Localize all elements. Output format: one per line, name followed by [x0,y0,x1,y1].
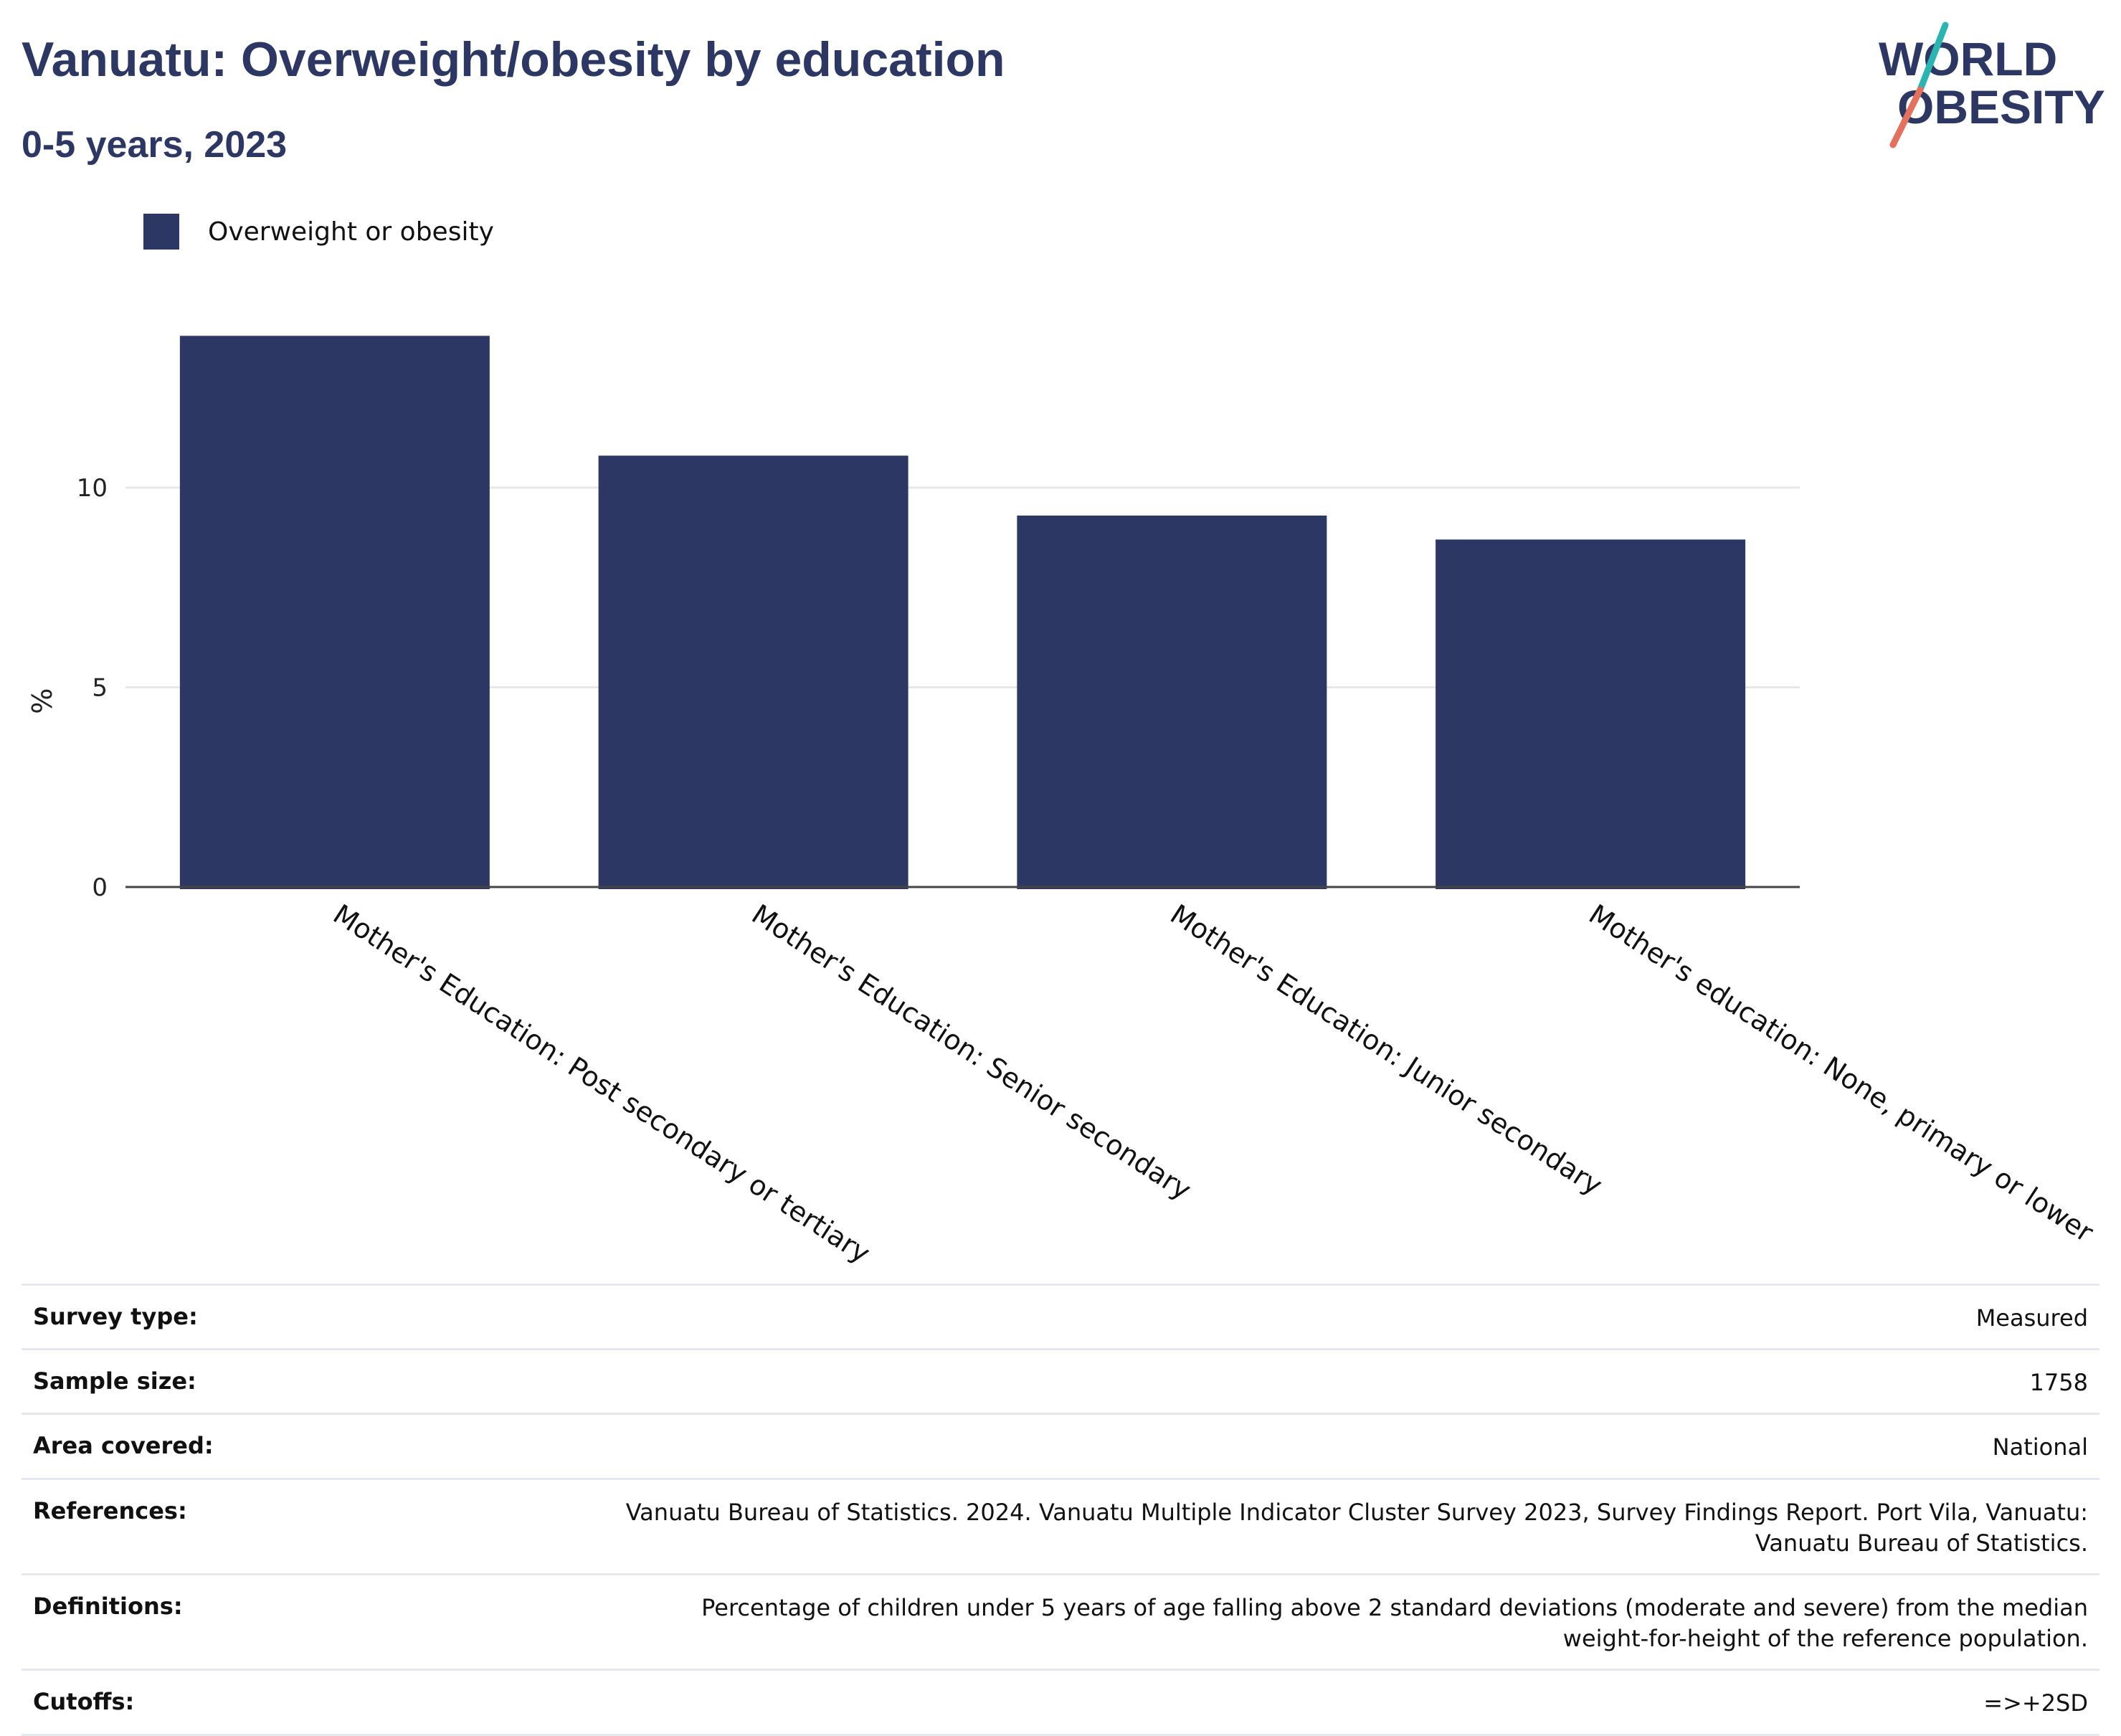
metadata-table: Survey type: Measured Sample size: 1758 Area… [22,1284,2099,1736]
meta-value: =>+2SD [1983,1689,2088,1717]
meta-label: References: [33,1497,187,1524]
meta-row: Area covered: National [22,1413,2099,1477]
meta-value: National [1992,1433,2088,1461]
y-tick-label: 10 [77,474,108,503]
meta-label: Survey type: [33,1303,198,1330]
logo-slash-teal [1917,22,1949,93]
legend-swatch [143,214,179,250]
logo-line1: WORLD [1879,32,2057,85]
chart-subtitle: 0-5 years, 2023 [22,124,288,166]
legend-label: Overweight or obesity [208,217,494,247]
legend[interactable]: Overweight or obesity [143,214,494,250]
meta-row: Definitions: Percentage of children under… [22,1573,2099,1669]
meta-row: Survey type: Measured [22,1284,2099,1348]
y-tick-label: 5 [92,674,108,703]
bar [1436,539,1746,889]
bar [1017,515,1327,889]
y-axis-label: % [27,688,58,714]
logo-line2: OBESITY [1897,80,2105,133]
meta-value: Measured [1975,1304,2088,1332]
meta-value: Vanuatu Bureau of Statistics. 2024. Vanu… [625,1498,2088,1557]
meta-row: References: Vanuatu Bureau of Statistics.… [22,1477,2099,1573]
bar [179,336,490,890]
chart-title: Vanuatu: Overweight/obesity by education [22,32,1005,87]
meta-value: Percentage of children under 5 years of … [701,1593,2088,1653]
x-tick-label: Mother's Education: Senior secondary [746,898,1197,1206]
bar [598,455,908,889]
meta-label: Cutoffs: [33,1688,135,1716]
meta-row: Sample size: 1758 [22,1348,2099,1413]
x-tick-label: Mother's education: None, primary or low… [1583,898,2099,1248]
x-tick-label: Mother's Education: Junior secondary [1164,898,1608,1202]
world-obesity-logo: WORLD OBESITY [1864,22,2108,158]
meta-label: Definitions: [33,1592,183,1620]
meta-value: 1758 [2029,1369,2088,1397]
y-tick-label: 0 [92,873,108,902]
meta-label: Area covered: [33,1432,214,1460]
meta-label: Sample size: [33,1367,196,1395]
logo-slash-red [1889,86,1924,148]
meta-row: Cutoffs: =>+2SD [22,1669,2099,1736]
